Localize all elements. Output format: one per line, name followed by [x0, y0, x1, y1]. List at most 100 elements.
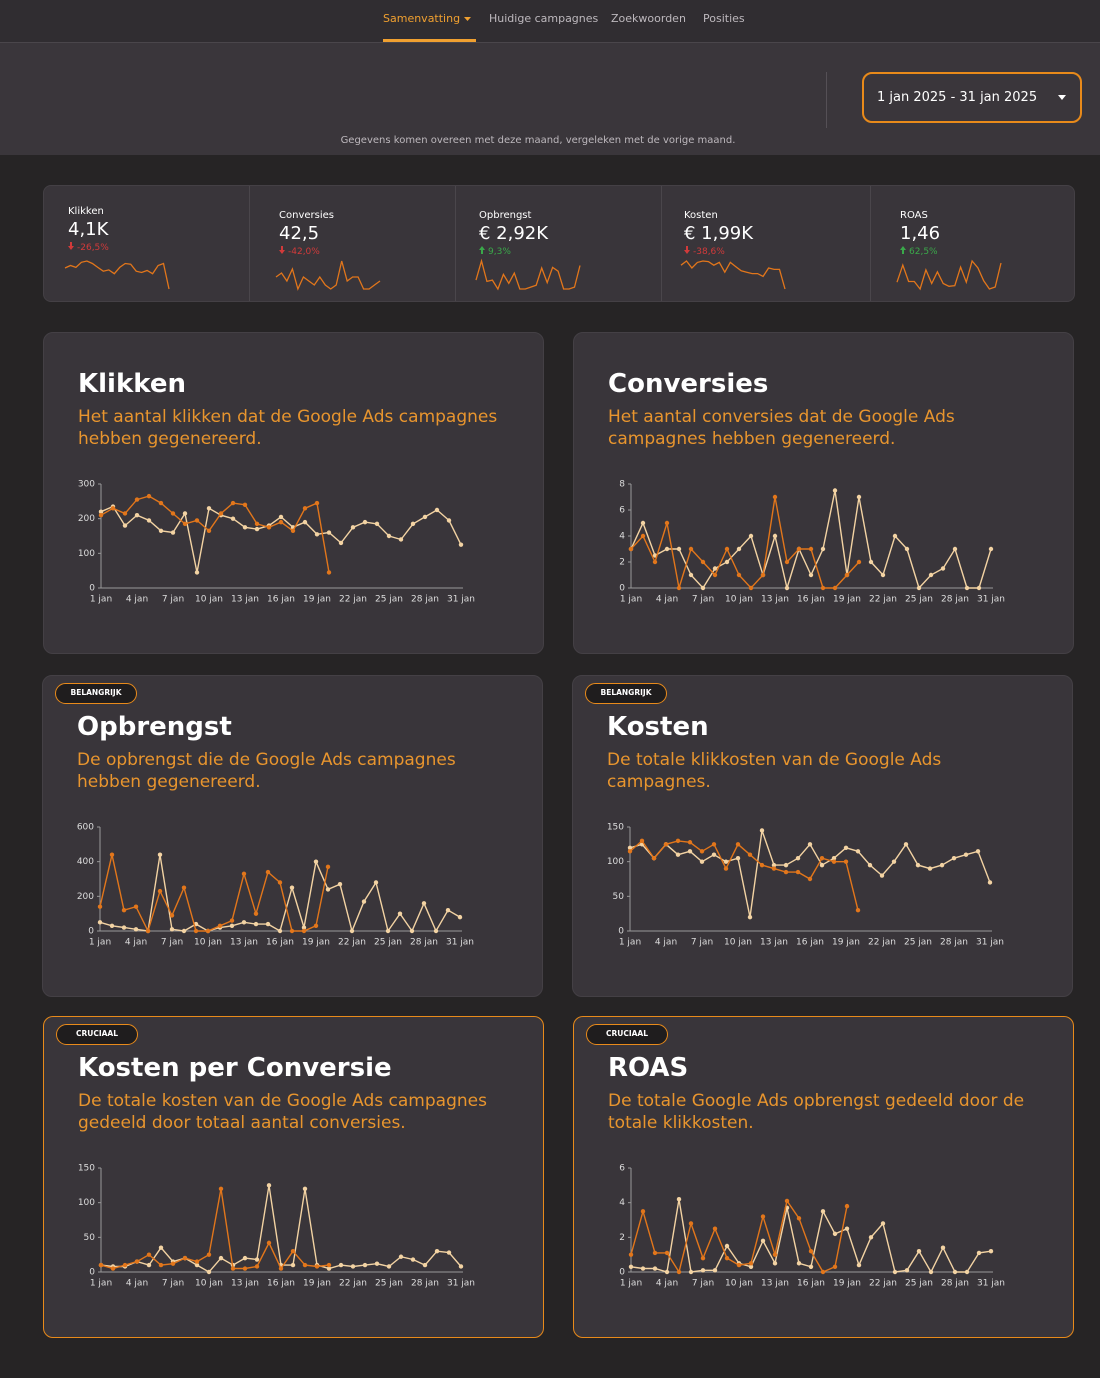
x-tick-label: 13 jan: [761, 1279, 789, 1289]
data-point: [843, 859, 849, 864]
y-tick-label: 6: [619, 506, 625, 516]
data-point: [723, 866, 729, 871]
data-point: [434, 1249, 440, 1254]
data-point: [699, 849, 705, 854]
data-point: [688, 1221, 694, 1226]
x-tick-label: 22 jan: [338, 938, 366, 948]
data-point: [964, 585, 970, 591]
data-point: [362, 519, 368, 525]
kpi-value: 1,46: [900, 223, 941, 244]
card-title: Opbrengst: [77, 712, 232, 742]
data-point: [904, 1268, 910, 1273]
data-point: [724, 559, 730, 565]
data-point: [206, 1252, 212, 1257]
data-point: [266, 525, 272, 530]
data-point: [844, 572, 850, 578]
x-tick-label: 10 jan: [725, 595, 753, 605]
data-point: [892, 533, 898, 539]
kpi-change-text: -42,0%: [288, 247, 320, 257]
nav-bar: [0, 0, 1100, 43]
data-point: [290, 528, 296, 533]
data-point: [253, 921, 259, 927]
x-tick-label: 7 jan: [162, 1279, 184, 1289]
data-point: [819, 862, 825, 868]
data-point: [362, 1262, 368, 1268]
data-point: [229, 918, 235, 923]
data-point: [748, 533, 754, 539]
kpi-divider: [870, 186, 871, 301]
y-tick-label: 2: [619, 558, 625, 568]
x-tick-label: 19 jan: [303, 595, 331, 605]
data-point: [652, 1266, 658, 1271]
nav-tab[interactable]: Posities: [703, 12, 745, 25]
x-tick-label: 7 jan: [692, 595, 714, 605]
data-point: [652, 1250, 658, 1256]
data-point: [796, 1216, 802, 1221]
data-point: [230, 516, 236, 521]
data-point: [290, 1262, 296, 1268]
data-point: [772, 1261, 778, 1266]
data-point: [676, 1269, 682, 1275]
data-point: [230, 500, 236, 506]
sparkline-line: [896, 259, 1002, 291]
data-point: [987, 880, 993, 885]
date-range-picker[interactable]: 1 jan 2025 - 31 jan 2025: [862, 72, 1082, 123]
data-point: [711, 852, 717, 857]
data-point: [122, 1262, 128, 1268]
data-point: [434, 507, 440, 513]
y-tick-label: 4: [619, 1198, 625, 1208]
data-point: [724, 546, 730, 552]
card-title: Conversies: [608, 369, 769, 399]
data-point: [158, 528, 164, 533]
data-point: [157, 888, 163, 894]
x-tick-label: 16 jan: [796, 938, 824, 948]
data-point: [181, 928, 187, 934]
data-point: [146, 493, 152, 499]
data-point: [242, 525, 248, 530]
data-point: [735, 842, 741, 847]
kpi-label: Kosten: [684, 210, 718, 221]
data-point: [748, 585, 754, 591]
line-chart: 0 100 200 300 1 jan 4 jan 7 jan 10 jan 13 jan 16 …: [78, 480, 475, 605]
kpi-change: -38,6%: [684, 246, 725, 257]
sparkline-line: [680, 260, 786, 290]
data-point: [868, 559, 874, 565]
data-point: [241, 871, 247, 876]
data-point: [855, 849, 861, 854]
series-line: [100, 495, 330, 573]
card-subtitle: De totale Google Ads opbrengst gedeeld d…: [608, 1091, 1025, 1133]
data-point: [266, 1183, 272, 1188]
data-point: [700, 585, 706, 591]
data-point: [916, 1249, 922, 1254]
x-tick-label: 1 jan: [90, 1279, 112, 1289]
y-tick-label: 50: [84, 1233, 96, 1243]
x-tick-label: 16 jan: [797, 595, 825, 605]
date-range: 1 jan 2025 - 31 jan 2025: [877, 90, 1038, 105]
data-point: [301, 925, 307, 930]
data-point: [663, 842, 669, 847]
arrow-shape: [279, 246, 285, 254]
x-tick-label: 10 jan: [724, 938, 752, 948]
kpi-divider: [455, 186, 456, 301]
data-point: [242, 1255, 248, 1261]
x-tick-label: 13 jan: [231, 595, 259, 605]
nav-tab[interactable]: Huidige campagnes: [489, 12, 599, 25]
data-point: [121, 925, 127, 930]
data-point: [134, 497, 140, 502]
nav-tab[interactable]: Zoekwoorden: [611, 12, 686, 25]
kpi-divider: [249, 186, 250, 301]
card-subtitle: Het aantal conversies dat de Google Ads …: [608, 407, 955, 449]
data-point: [158, 1262, 164, 1268]
data-point: [109, 852, 115, 857]
x-tick-label: 4 jan: [656, 595, 678, 605]
x-tick-label: 28 jan: [410, 938, 438, 948]
data-point: [277, 928, 283, 934]
card-subtitle: Het aantal klikken dat de Google Ads cam…: [78, 407, 498, 449]
nav-tab[interactable]: Samenvatting: [383, 12, 473, 25]
y-tick-label: 0: [619, 1268, 625, 1278]
divider: [826, 72, 827, 128]
data-point: [747, 914, 753, 920]
data-point: [301, 928, 307, 934]
x-tick-label: 22 jan: [339, 1279, 367, 1289]
data-point: [386, 533, 392, 539]
